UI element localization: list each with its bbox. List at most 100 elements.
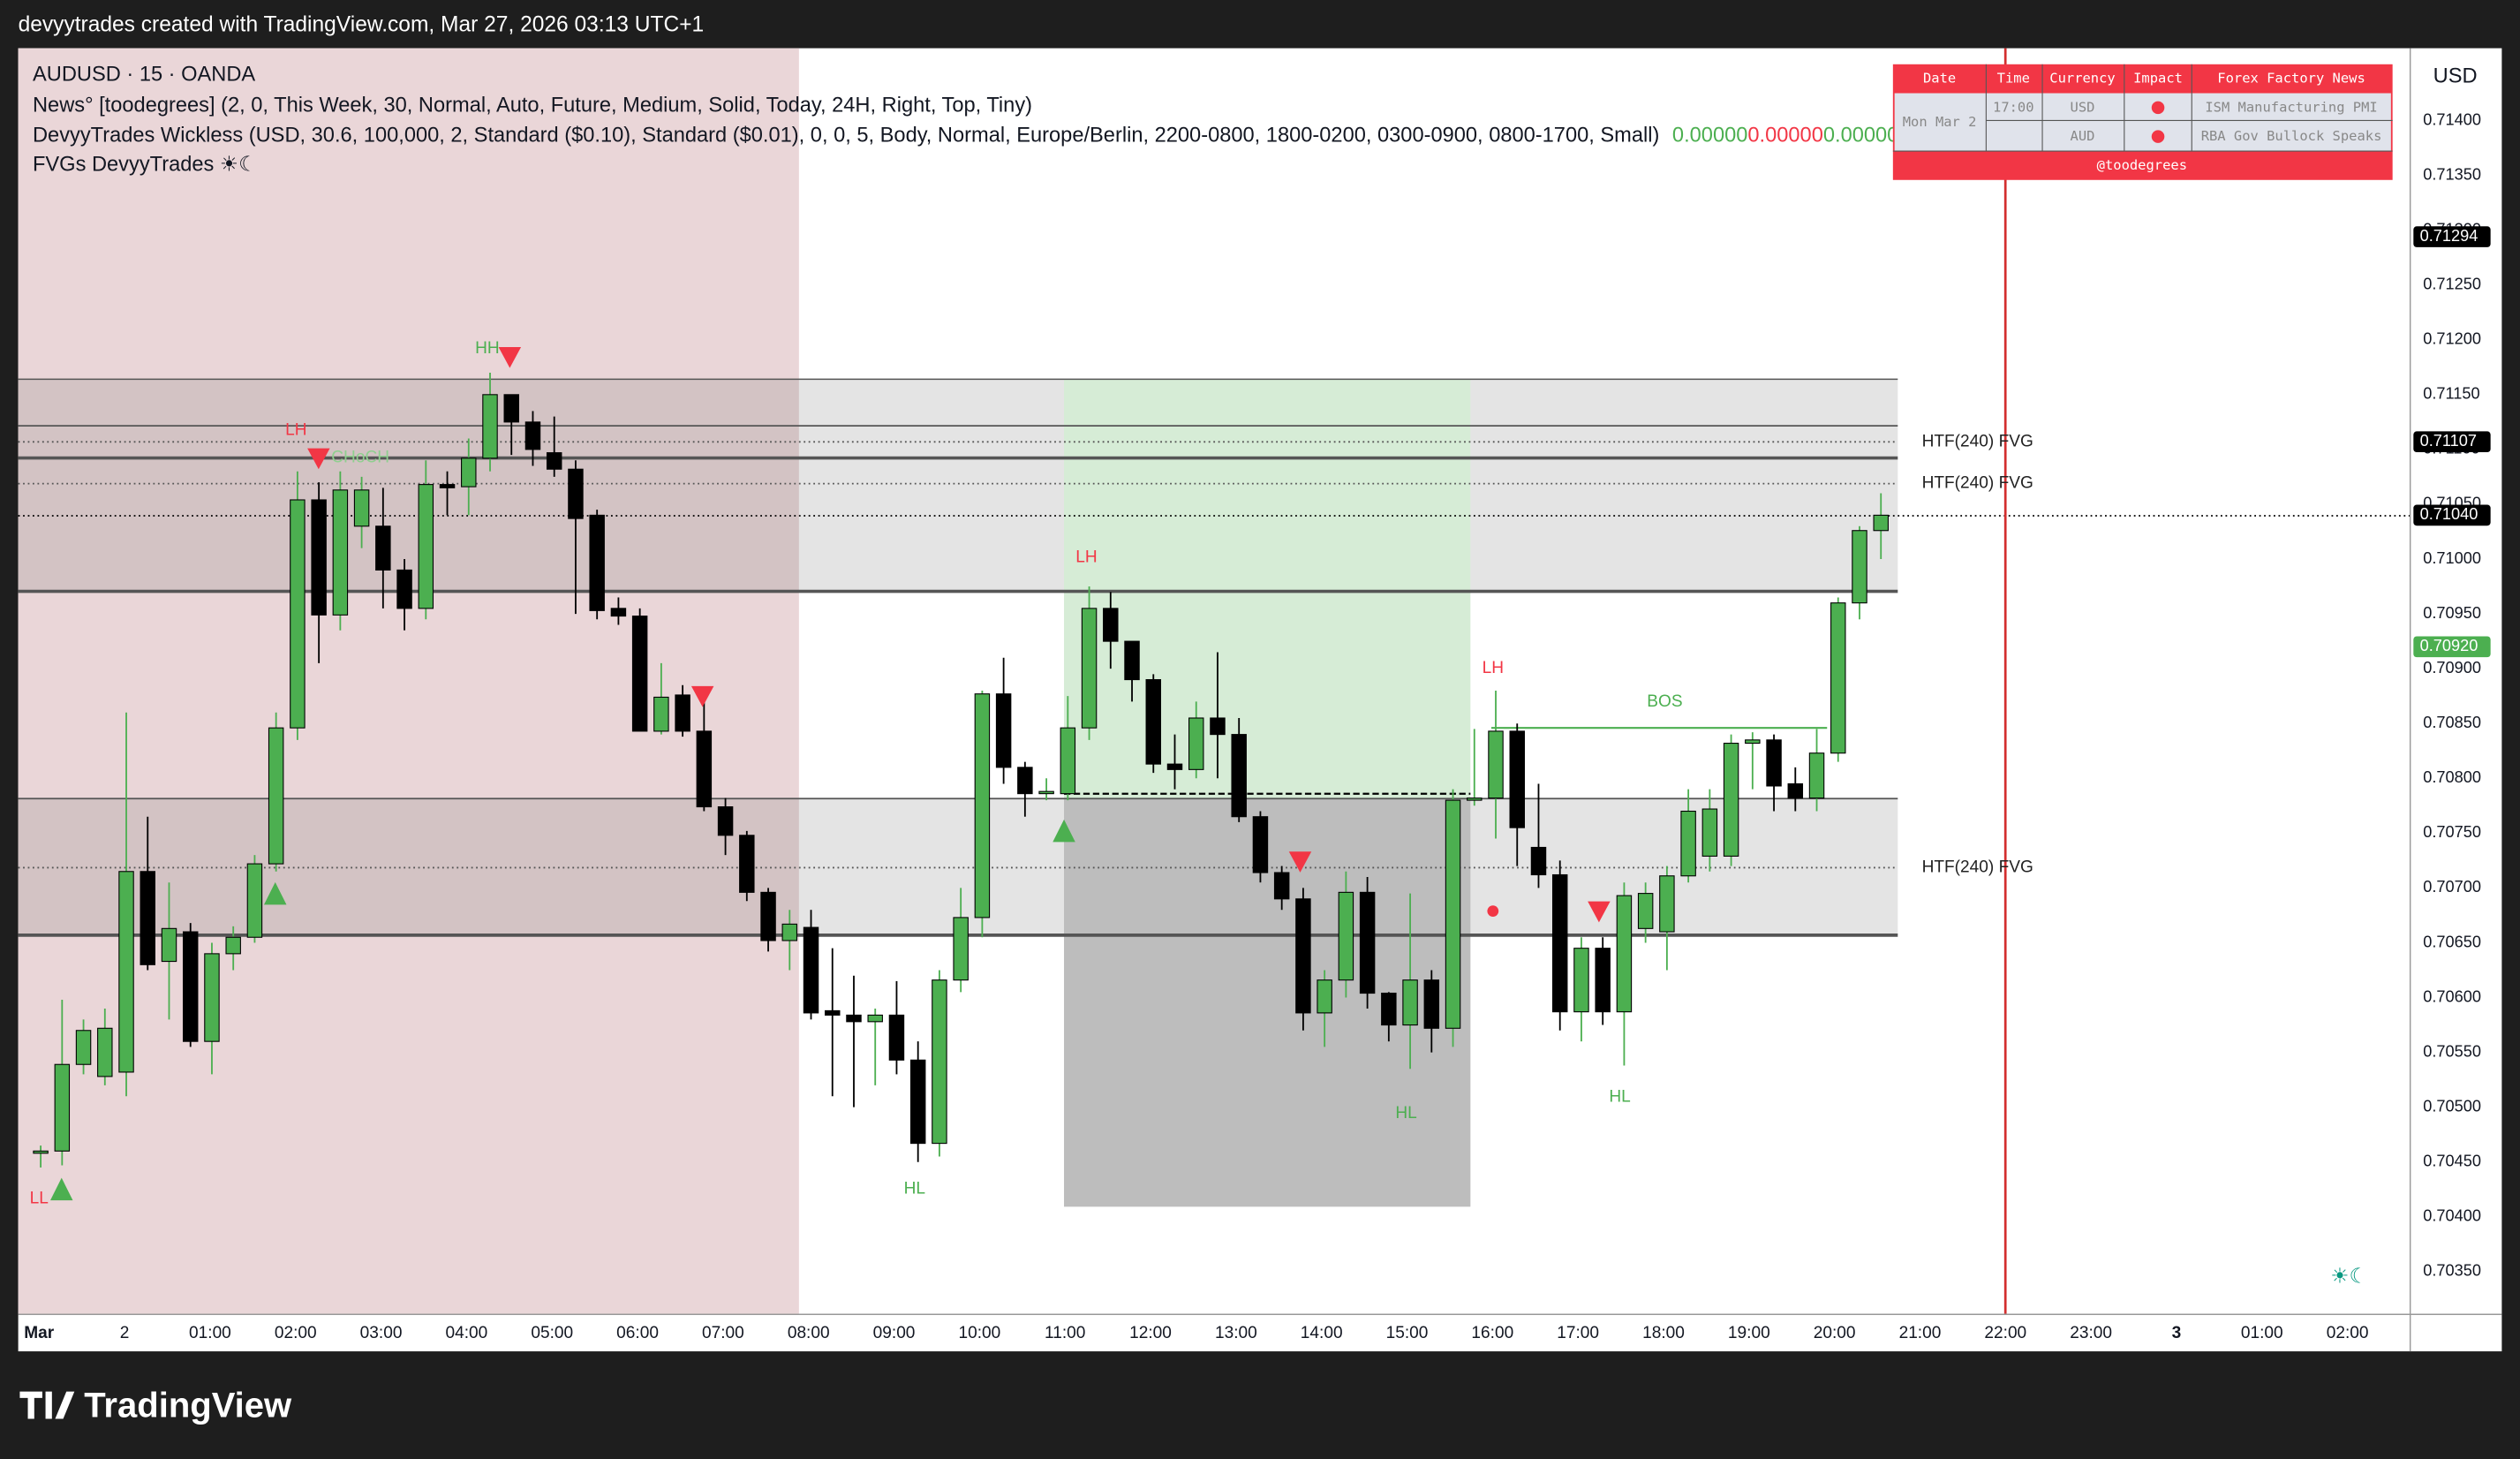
x-tick-label: 16:00 xyxy=(1471,1324,1513,1342)
x-tick-label: 13:00 xyxy=(1215,1324,1257,1342)
candle-body xyxy=(503,394,519,423)
y-tick-label: 0.70800 xyxy=(2423,768,2481,786)
y-tick-label: 0.70750 xyxy=(2423,823,2481,841)
candle-body xyxy=(1359,891,1376,994)
y-tick-label: 0.70600 xyxy=(2423,987,2481,1005)
candle-body xyxy=(268,727,284,865)
logo: TradingView xyxy=(19,1386,292,1425)
candle-body xyxy=(54,1063,71,1152)
currency: USD xyxy=(2433,65,2478,88)
buy-markers xyxy=(50,819,1075,1201)
caption: devyytrades created with TradingView.com… xyxy=(19,13,705,37)
candle-body xyxy=(696,730,713,808)
x-tick-label: 02:00 xyxy=(275,1324,317,1342)
candle-body xyxy=(1445,799,1461,1029)
candle-body xyxy=(1381,993,1397,1026)
candle-body xyxy=(1338,891,1354,981)
candle-body xyxy=(1745,739,1761,745)
candle-body xyxy=(1787,782,1804,799)
y-tick-label: 0.71200 xyxy=(2423,330,2481,348)
candle-body xyxy=(888,1014,905,1061)
candle-body xyxy=(332,489,349,616)
candle-body xyxy=(846,1014,862,1023)
label: HL xyxy=(904,1179,925,1198)
target-zone xyxy=(1064,379,1471,799)
x-tick-label: 07:00 xyxy=(702,1324,744,1342)
candle-body xyxy=(375,525,391,571)
x-tick-label: 08:00 xyxy=(788,1324,830,1342)
candle-body xyxy=(1701,808,1718,857)
price-label-box xyxy=(2413,504,2491,526)
time-axis: Mar 2 01:00 02:00 03:00 04:00 05:00 06:00 07:00 0… xyxy=(24,1324,2368,1342)
candle-body xyxy=(1145,679,1161,765)
indicator-name: DevyyTrades Wickless (USD, 30.6, 100,000… xyxy=(33,125,1659,147)
y-tick-label: 0.70350 xyxy=(2423,1262,2481,1280)
x-tick-label: 01:00 xyxy=(189,1324,231,1342)
candle-body xyxy=(932,979,947,1145)
th: Impact xyxy=(2133,71,2183,87)
x-tick-label: 23:00 xyxy=(2070,1324,2112,1342)
candle-body xyxy=(1231,734,1247,818)
x-tick-label: 04:00 xyxy=(446,1324,488,1342)
label: BOS xyxy=(1647,692,1682,711)
th: Currency xyxy=(2049,71,2115,87)
candle-body xyxy=(1680,810,1696,877)
candle-body xyxy=(33,1150,49,1154)
candle-body xyxy=(1766,739,1782,787)
y-tick-label: 0.70700 xyxy=(2423,878,2481,896)
impact-dot xyxy=(2151,101,2165,115)
th: Forex Factory News xyxy=(2217,71,2365,87)
candle-body xyxy=(182,931,199,1042)
candle-body xyxy=(589,514,605,611)
label: HL xyxy=(1609,1088,1630,1107)
price-label-box xyxy=(2413,226,2491,247)
y-tick-label: 0.71250 xyxy=(2423,276,2481,293)
candle-body xyxy=(97,1027,113,1077)
indicator: FVGs DevyyTrades ☀︎☾ xyxy=(33,154,257,177)
y-tick-label: 0.70500 xyxy=(2423,1097,2481,1115)
candle-body xyxy=(1509,730,1525,828)
y-tick-label: 0.70900 xyxy=(2423,659,2481,677)
candle-body xyxy=(1637,893,1654,929)
y-tick-label: 0.71400 xyxy=(2423,110,2481,128)
candle-body xyxy=(1210,717,1226,736)
candle-body xyxy=(1852,530,1867,604)
y-tick-label: 0.71150 xyxy=(2423,385,2479,403)
candle-body xyxy=(396,569,412,609)
label: LH xyxy=(1075,548,1097,566)
candle-body xyxy=(482,394,498,459)
candle-body xyxy=(1124,640,1140,681)
candle-body xyxy=(524,421,541,450)
price-label: 0.71040 xyxy=(2420,505,2479,523)
y-tick-label: 0.70950 xyxy=(2423,604,2481,622)
candle-body xyxy=(803,926,819,1014)
td: AUD xyxy=(2071,128,2095,144)
td: Mon Mar 2 xyxy=(1903,114,1977,130)
y-tick-label: 0.70550 xyxy=(2423,1042,2481,1060)
sell-markers xyxy=(307,346,1611,923)
news-table: Date Time Currency Impact Forex Factory … xyxy=(1892,64,2393,180)
table-body xyxy=(1894,93,2391,152)
x-tick-label: 2 xyxy=(120,1324,130,1342)
candle-body xyxy=(161,927,177,963)
x-tick-label: 12:00 xyxy=(1129,1324,1172,1342)
x-tick-label: Mar xyxy=(24,1324,55,1342)
candle-body xyxy=(995,693,1012,768)
candle-body xyxy=(1423,979,1440,1029)
candle-body xyxy=(546,452,562,470)
candle-body xyxy=(1060,727,1076,795)
th: Date xyxy=(1923,71,1956,87)
candle-body xyxy=(1103,608,1119,642)
symbol: AUDUSD · 15 · OANDA xyxy=(33,64,255,87)
y-tick-label: 0.70850 xyxy=(2423,714,2481,731)
price-label-box xyxy=(2413,431,2491,453)
session-zone xyxy=(18,48,799,1315)
td: ISM Manufacturing PMI xyxy=(2205,99,2377,115)
candle-body xyxy=(311,499,327,616)
x-tick-label: 09:00 xyxy=(873,1324,916,1342)
candle-body xyxy=(1616,895,1633,1013)
candle-body xyxy=(568,468,584,519)
candle-body xyxy=(1017,767,1033,795)
label: HH xyxy=(475,339,500,358)
